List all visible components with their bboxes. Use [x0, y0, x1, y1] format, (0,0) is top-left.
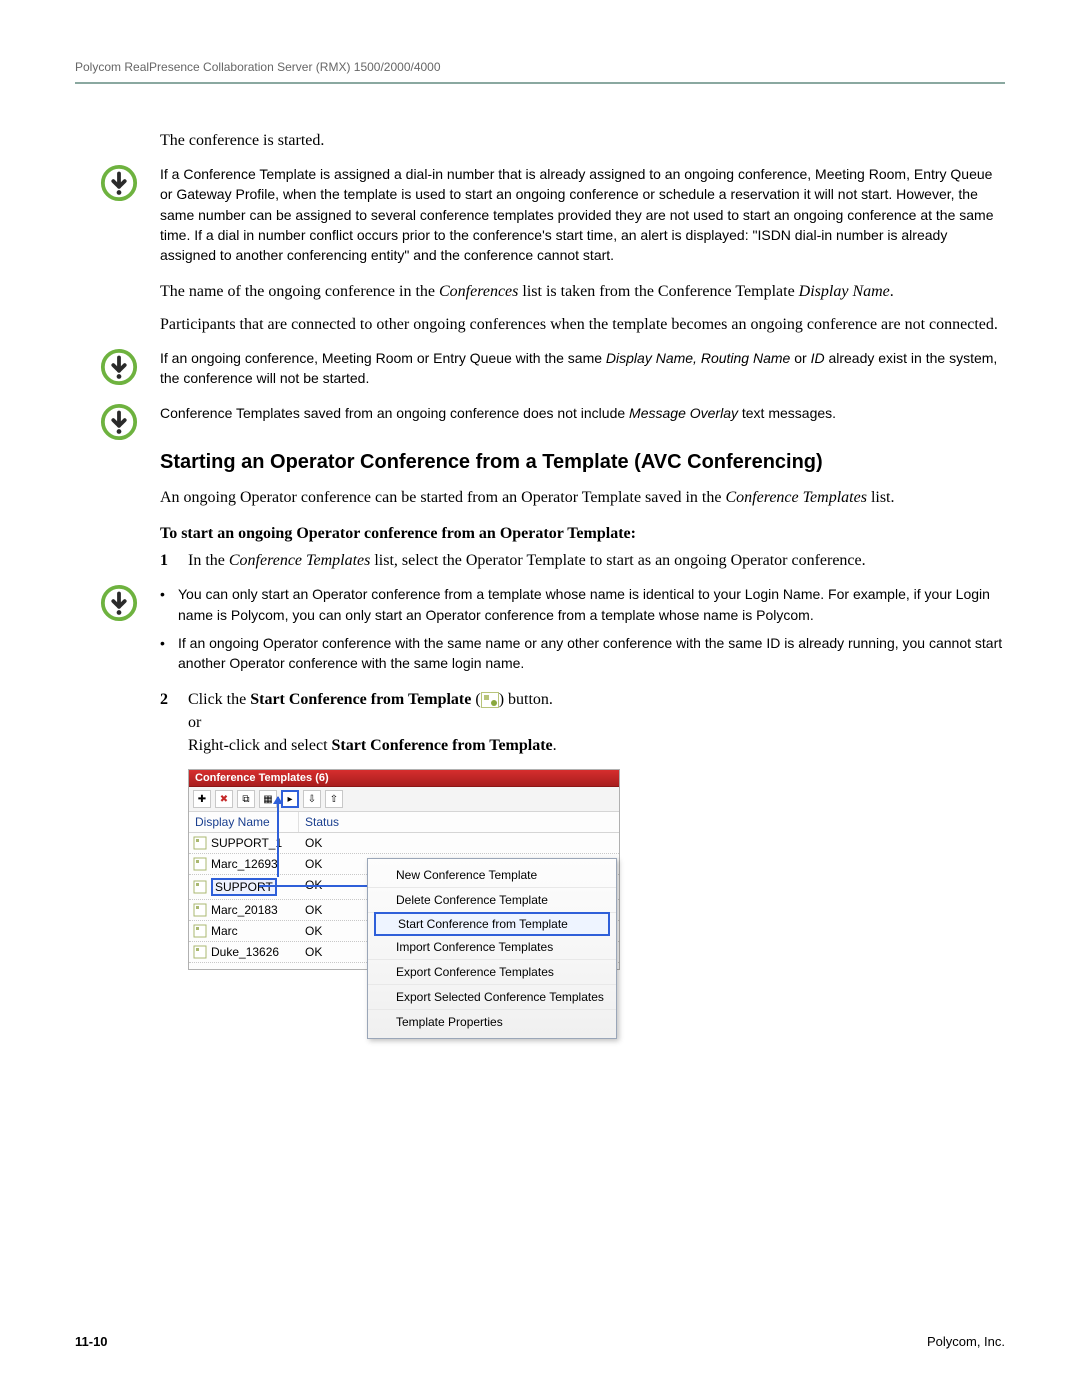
- text: or: [790, 350, 810, 366]
- toolbar-button[interactable]: ⇩: [303, 790, 321, 808]
- note-block: •You can only start an Operator conferen…: [100, 584, 1005, 673]
- toolbar-button[interactable]: ✖: [215, 790, 233, 808]
- col-display-name[interactable]: Display Name: [189, 812, 299, 832]
- text: .: [553, 737, 557, 754]
- step-1: 1 In the Conference Templates list, sele…: [160, 549, 1005, 572]
- template-icon: [193, 880, 207, 894]
- paragraph: Participants that are connected to other…: [160, 313, 1005, 336]
- text: text messages.: [738, 405, 836, 421]
- text: In the: [188, 552, 229, 569]
- column-headers: Display Name Status: [189, 812, 619, 833]
- text-italic: ID: [811, 350, 825, 366]
- note-icon: [100, 403, 138, 441]
- bullet-list: •You can only start an Operator conferen…: [160, 584, 1005, 673]
- text: (: [471, 691, 480, 708]
- col-status[interactable]: Status: [299, 812, 359, 832]
- text: Click the: [188, 691, 250, 708]
- note-block: Conference Templates saved from an ongoi…: [100, 403, 1005, 423]
- template-status: OK: [299, 875, 359, 899]
- panel-title: Conference Templates (6): [189, 770, 619, 787]
- instruction-heading: To start an ongoing Operator conference …: [160, 525, 1005, 543]
- text: list is taken from the Conference Templa…: [518, 283, 798, 300]
- toolbar-button[interactable]: ✚: [193, 790, 211, 808]
- text: An ongoing Operator conference can be st…: [160, 489, 725, 506]
- text-italic: Conference Templates: [229, 552, 370, 569]
- text-italic: Conference Templates: [725, 489, 866, 506]
- template-icon: [193, 903, 207, 917]
- template-status: OK: [299, 921, 359, 941]
- template-name: Marc_12693: [211, 857, 278, 871]
- text: ) button.: [499, 691, 553, 708]
- toolbar-button[interactable]: ⇧: [325, 790, 343, 808]
- start-template-toolbar-button[interactable]: ▸: [281, 790, 299, 808]
- template-name: SUPPORT_1: [211, 836, 282, 850]
- text: Right-click and select: [188, 737, 332, 754]
- template-icon: [193, 836, 207, 850]
- note-icon: [100, 584, 138, 622]
- page-number: 11-10: [75, 1334, 108, 1349]
- context-menu-item[interactable]: Start Conference from Template: [374, 912, 610, 936]
- page-header: Polycom RealPresence Collaboration Serve…: [75, 60, 1005, 84]
- footer-company: Polycom, Inc.: [927, 1334, 1005, 1349]
- text: or: [188, 714, 201, 731]
- text: list.: [867, 489, 895, 506]
- context-menu-item[interactable]: New Conference Template: [368, 863, 616, 888]
- note-text: Conference Templates saved from an ongoi…: [160, 403, 1005, 423]
- text-bold: Start Conference from Template: [250, 691, 471, 708]
- templates-panel-screenshot: Conference Templates (6) ✚ ✖ ⧉ ▦ ▸ ⇩ ⇧ D…: [188, 769, 620, 970]
- text-italic: Message Overlay: [629, 405, 738, 421]
- text-italic: Conferences: [439, 283, 518, 300]
- context-menu-item[interactable]: Import Conference Templates: [368, 935, 616, 960]
- note-icon: [100, 348, 138, 386]
- bullet-text: If an ongoing Operator conference with t…: [178, 633, 1005, 674]
- template-status: OK: [299, 854, 359, 874]
- text: If an ongoing conference, Meeting Room o…: [160, 350, 606, 366]
- text: Conference Templates saved from an ongoi…: [160, 405, 629, 421]
- text-italic: Display Name, Routing Name: [606, 350, 790, 366]
- note-text: If an ongoing conference, Meeting Room o…: [160, 348, 1005, 389]
- note-text: If a Conference Template is assigned a d…: [160, 164, 1005, 265]
- section-heading: Starting an Operator Conference from a T…: [160, 451, 1005, 474]
- note-block: If an ongoing conference, Meeting Room o…: [100, 348, 1005, 389]
- bullet-text: You can only start an Operator conferenc…: [178, 584, 1005, 625]
- template-name: Duke_13626: [211, 945, 279, 959]
- template-status: OK: [299, 900, 359, 920]
- start-template-icon: [481, 692, 499, 708]
- text-italic: Display Name: [799, 283, 890, 300]
- note-icon: [100, 164, 138, 202]
- paragraph: The conference is started.: [160, 129, 1005, 152]
- note-block: If a Conference Template is assigned a d…: [100, 164, 1005, 265]
- toolbar: ✚ ✖ ⧉ ▦ ▸ ⇩ ⇧: [189, 787, 619, 812]
- template-name: SUPPORT: [211, 878, 277, 896]
- template-name: Marc_20183: [211, 903, 278, 917]
- callout-arrow: [277, 797, 279, 877]
- template-name: Marc: [211, 924, 238, 938]
- paragraph: An ongoing Operator conference can be st…: [160, 486, 1005, 509]
- template-icon: [193, 924, 207, 938]
- context-menu-item[interactable]: Export Conference Templates: [368, 960, 616, 985]
- template-icon: [193, 857, 207, 871]
- template-status: OK: [299, 942, 359, 962]
- template-status: OK: [299, 833, 359, 853]
- text: The name of the ongoing conference in th…: [160, 283, 439, 300]
- template-row[interactable]: SUPPORT_1 OK: [189, 833, 619, 854]
- page-footer: 11-10 Polycom, Inc.: [75, 1334, 1005, 1349]
- toolbar-button[interactable]: ⧉: [237, 790, 255, 808]
- context-menu: New Conference TemplateDelete Conference…: [367, 858, 617, 1039]
- text: .: [890, 283, 894, 300]
- text: list, select the Operator Template to st…: [370, 552, 865, 569]
- context-menu-item[interactable]: Export Selected Conference Templates: [368, 985, 616, 1010]
- paragraph: The name of the ongoing conference in th…: [160, 280, 1005, 303]
- template-icon: [193, 945, 207, 959]
- text-bold: Start Conference from Template: [332, 737, 553, 754]
- context-menu-item[interactable]: Template Properties: [368, 1010, 616, 1034]
- step-2: 2 Click the Start Conference from Templa…: [160, 688, 1005, 758]
- context-menu-item[interactable]: Delete Conference Template: [368, 888, 616, 913]
